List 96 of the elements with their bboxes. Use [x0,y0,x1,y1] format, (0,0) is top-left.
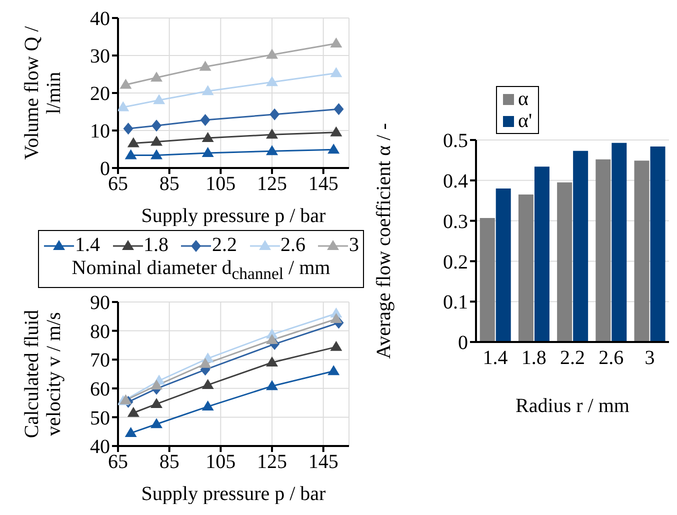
y-tick-label: 70 [90,350,110,372]
x-tick-label: 2.2 [560,347,585,370]
x-axis-title: Supply pressure p / bar [141,483,326,505]
x-tick-label: 145 [308,173,338,196]
point [328,365,340,376]
x-tick-label: 105 [206,173,236,196]
x-tick-label: 1.4 [482,347,508,370]
y-axis-title: Volume flow Q / l/min [21,26,65,160]
bar [634,160,650,342]
x-tick-label: 1.8 [521,347,546,370]
point [330,312,342,323]
legend-label: 2.6 [280,234,306,257]
point [328,144,340,154]
y-axis-title: Average flow coefficient α / - [373,123,395,359]
point [270,108,280,120]
y-axis-title: Calculated fluid velocity v / m/s [21,310,65,438]
point [202,85,214,96]
point [266,48,278,59]
point [152,120,162,132]
bar [534,166,550,342]
y-tick-label: 0.4 [443,170,468,192]
y-tick-label: 30 [90,46,110,68]
y-tick-label: 40 [90,436,110,458]
point [202,400,214,411]
y-tick-label: 80 [90,320,110,343]
y-tick-label: 0 [100,158,110,180]
point [266,76,278,86]
bar [612,142,627,342]
x-axis-title: Radius r / mm [516,395,630,417]
x-tick-label: 3 [644,347,655,370]
point [266,128,278,139]
point [123,122,134,135]
point [266,145,278,156]
point [330,126,342,136]
x-tick-label: 65 [108,451,128,474]
legend-label: α' [517,110,532,132]
point [150,418,162,428]
legend-title: Nominal diameter d$_{channel}$ / mm [70,257,332,284]
legend-label: 3 [348,234,359,257]
point [202,378,214,389]
y-tick-label: 0.2 [443,251,468,274]
bar [518,194,534,342]
point [150,380,162,390]
point [202,132,214,142]
y-tick-label: 0 [458,332,468,354]
x-tick-label: 65 [108,173,128,196]
point [202,147,214,157]
point [118,101,130,112]
point [127,406,140,417]
y-tick-label: 90 [90,292,110,314]
x-axis-title: Supply pressure p / bar [141,205,326,227]
x-tick-label: 105 [206,451,236,474]
point [334,103,344,116]
bar [573,150,588,342]
point [330,38,342,48]
point [266,334,278,344]
point [124,149,137,160]
bar [650,146,666,342]
y-tick-label: 20 [90,83,110,106]
x-tick-label: 145 [308,451,338,474]
y-tick-label: 50 [90,407,110,430]
y-tick-label: 40 [90,8,110,30]
legend-label: 1.4 [74,234,100,257]
x-tick-label: 85 [159,173,180,196]
bar [496,188,511,342]
point [120,394,132,404]
point [330,67,342,78]
point [330,340,342,351]
y-tick-label: 0.1 [443,292,468,314]
point [120,78,132,89]
point [153,94,166,104]
x-tick-label: 2.6 [598,347,624,370]
point [127,137,140,148]
y-tick-label: 0.5 [443,130,468,152]
point [150,398,162,408]
bar [557,182,572,342]
legend-label: 2.2 [211,234,237,257]
point [150,149,162,160]
legend-label: 1.8 [142,234,168,257]
x-tick-label: 125 [257,173,287,196]
y-tick-label: 0.3 [443,210,468,233]
point [266,380,278,390]
x-tick-label: 125 [257,451,287,474]
point [200,114,210,126]
point [124,427,137,438]
bar [480,218,495,342]
y-tick-label: 60 [90,378,110,400]
point [199,60,212,71]
point [266,356,278,366]
legend-label: α [517,88,530,110]
point [150,72,162,82]
point [150,136,162,146]
bar [596,159,611,342]
x-tick-label: 85 [159,451,180,474]
point [199,358,212,368]
y-tick-label: 10 [90,120,110,143]
